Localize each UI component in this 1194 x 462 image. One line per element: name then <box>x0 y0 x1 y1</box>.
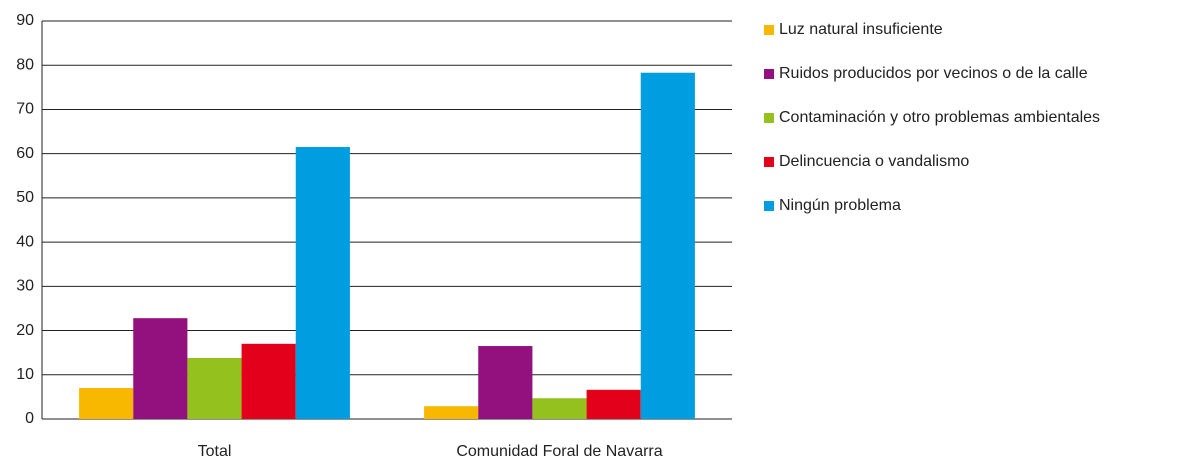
y-tick-label: 90 <box>16 12 34 29</box>
legend-label: Ruidos producidos por vecinos o de la ca… <box>779 65 1088 82</box>
legend-label: Ningún problema <box>779 197 901 214</box>
bar <box>241 343 296 419</box>
y-tick-label: 20 <box>16 322 34 339</box>
legend-label: Luz natural insuficiente <box>779 21 943 38</box>
legend-swatch <box>764 113 774 123</box>
bar <box>187 357 242 419</box>
legend-swatch <box>764 201 774 211</box>
bar <box>532 398 587 419</box>
legend-swatch <box>764 69 774 79</box>
bar <box>586 389 641 419</box>
bar <box>640 72 695 420</box>
legend-label: Contaminación y otro problemas ambiental… <box>779 109 1100 126</box>
bar <box>295 147 350 420</box>
bar <box>133 318 188 419</box>
bar <box>79 388 134 419</box>
legend-label: Delincuencia o vandalismo <box>779 153 969 170</box>
y-tick-label: 0 <box>25 410 34 427</box>
y-tick-label: 80 <box>16 56 34 73</box>
y-tick-label: 30 <box>16 278 34 295</box>
bar <box>478 346 533 419</box>
y-tick-label: 60 <box>16 145 34 162</box>
bar <box>424 406 479 419</box>
x-tick-label: Comunidad Foral de Navarra <box>456 443 662 460</box>
legend-swatch <box>764 157 774 167</box>
y-tick-label: 40 <box>16 233 34 250</box>
y-tick-label: 70 <box>16 101 34 118</box>
x-tick-label: Total <box>198 443 232 460</box>
legend-swatch <box>764 25 774 35</box>
y-tick-label: 50 <box>16 189 34 206</box>
y-tick-label: 10 <box>16 366 34 383</box>
